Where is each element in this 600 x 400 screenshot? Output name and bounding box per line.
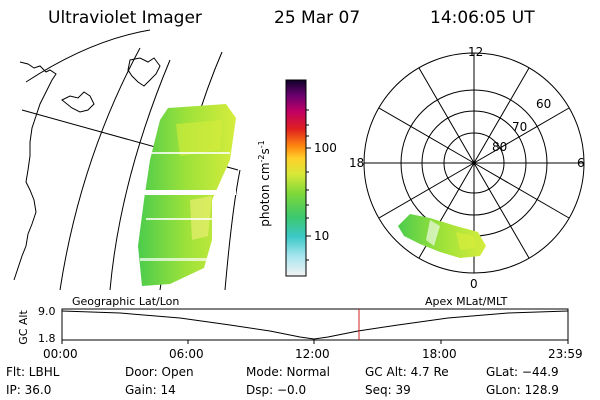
status-gain: Gain: 14 xyxy=(125,383,176,397)
timeline-ytick-top: 9.0 xyxy=(38,305,56,318)
meridian-line xyxy=(25,29,151,83)
coastline xyxy=(13,61,57,281)
lat-label-80: 80 xyxy=(492,140,508,154)
timeline-xtick: 23:59 xyxy=(548,347,583,361)
status-ip: IP: 36.0 xyxy=(6,383,52,397)
lat-label-70: 70 xyxy=(512,120,528,134)
mlt-label-12: 12 xyxy=(468,45,484,59)
instrument-title: Ultraviolet Imager xyxy=(48,8,202,28)
geographic-map xyxy=(13,29,241,291)
status-glon: GLon: 128.9 xyxy=(486,383,559,397)
status-glat: GLat: −44.9 xyxy=(486,365,559,379)
time-label: 14:06:05 UT xyxy=(430,8,535,28)
polar-plot xyxy=(363,52,585,274)
polar-aurora xyxy=(398,214,486,258)
meridian-line xyxy=(59,47,141,291)
colorbar-label: photon cm-2s-1 xyxy=(256,140,272,227)
status-seq: Seq: 39 xyxy=(365,383,411,397)
status-filter: Flt: LBHL xyxy=(6,365,60,379)
status-dsp: Dsp: −0.0 xyxy=(246,383,307,397)
status-door: Door: Open xyxy=(125,365,194,379)
colorbar-tick-100: 100 xyxy=(314,141,337,155)
aurora-swath xyxy=(138,104,236,286)
meridian-line xyxy=(109,59,171,291)
colorbar-tick-10: 10 xyxy=(314,229,330,243)
lat-label-60: 60 xyxy=(536,97,552,111)
status-gc-alt: GC Alt: 4.7 Re xyxy=(365,365,449,379)
timeline-xtick: 12:00 xyxy=(295,347,330,361)
mlt-label-18: 18 xyxy=(349,156,365,170)
mlt-label-0: 0 xyxy=(470,277,478,291)
timeline-left-title: Geographic Lat/Lon xyxy=(72,295,180,308)
altitude-timeline xyxy=(61,308,569,344)
colorbar xyxy=(285,79,311,277)
timeline-xtick: 18:00 xyxy=(422,347,457,361)
timeline-xtick: 06:00 xyxy=(169,347,204,361)
altitude-curve xyxy=(61,310,569,340)
status-mode: Mode: Normal xyxy=(246,365,330,379)
timeline-right-title: Apex MLat/MLT xyxy=(425,295,508,308)
timeline-ylabel: GC Alt xyxy=(16,310,30,345)
date-label: 25 Mar 07 xyxy=(274,8,361,28)
meridian-line xyxy=(224,169,241,291)
timeline-xtick: 00:00 xyxy=(43,347,78,361)
mlt-label-6: 6 xyxy=(577,156,585,170)
timeline-ytick-bottom: 1.8 xyxy=(38,332,56,345)
